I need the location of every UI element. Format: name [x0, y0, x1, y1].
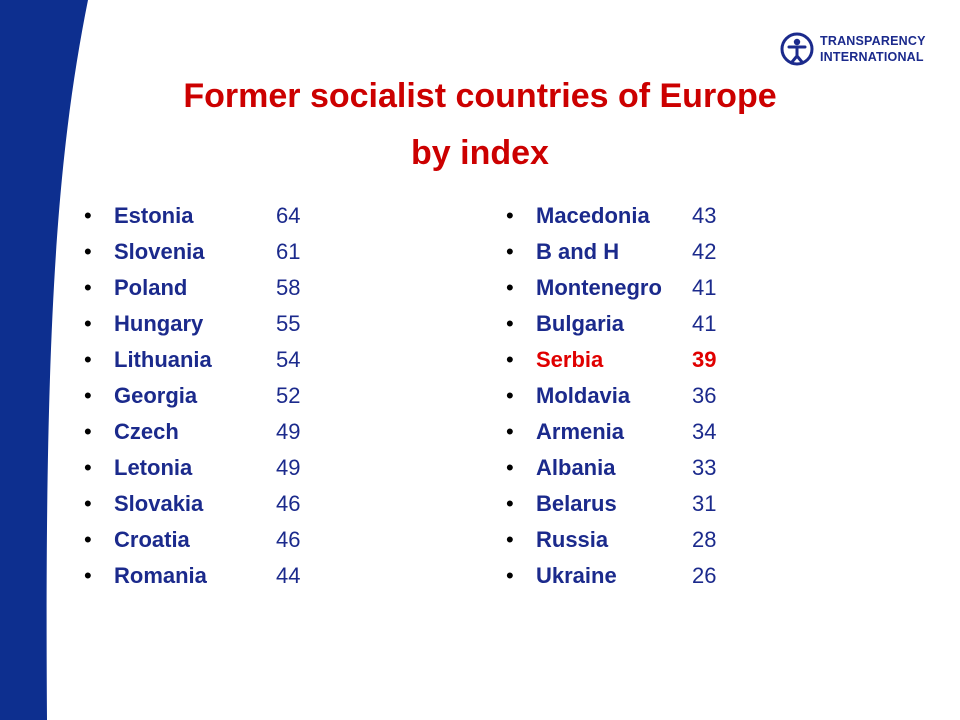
bullet: • [506, 527, 514, 552]
country-name: Moldavia [536, 383, 631, 408]
page-title: Former socialist countries of Europe by … [95, 68, 865, 182]
country-name: Estonia [114, 203, 194, 228]
bullet: • [506, 419, 514, 444]
bullet: • [84, 563, 92, 588]
bullet: • [84, 419, 92, 444]
bullet: • [84, 491, 92, 516]
country-name: Czech [114, 419, 179, 444]
index-score: 39 [692, 347, 717, 372]
country-name: Russia [536, 527, 609, 552]
bullet: • [84, 527, 92, 552]
bullet: • [506, 239, 514, 264]
index-score: 49 [276, 455, 301, 480]
index-score: 46 [276, 491, 301, 516]
bullet: • [84, 455, 92, 480]
title-line-2: by index [411, 134, 549, 172]
logo-line-1: TRANSPARENCY [820, 34, 926, 48]
country-name: Belarus [536, 491, 617, 516]
bullet: • [506, 383, 514, 408]
country-name: Macedonia [536, 203, 650, 228]
bullet: • [506, 347, 514, 372]
transparency-international-logo: TRANSPARENCY INTERNATIONAL [780, 30, 945, 70]
bullet: • [506, 203, 514, 228]
index-score: 36 [692, 383, 717, 408]
index-score: 64 [276, 203, 301, 228]
index-score: 26 [692, 563, 717, 588]
index-score: 55 [276, 311, 301, 336]
country-name: Bulgaria [536, 311, 625, 336]
country-name: Albania [536, 455, 616, 480]
country-name: Serbia [536, 347, 604, 372]
index-score: 31 [692, 491, 717, 516]
bullet: • [84, 347, 92, 372]
index-score: 46 [276, 527, 301, 552]
title-line-1: Former socialist countries of Europe [183, 77, 777, 115]
index-score: 49 [276, 419, 301, 444]
bullet: • [84, 239, 92, 264]
country-name: Letonia [114, 455, 193, 480]
country-name: B and H [536, 239, 620, 264]
index-score: 41 [692, 311, 717, 336]
index-score: 33 [692, 455, 717, 480]
left-blue-band [0, 0, 88, 720]
bullet: • [84, 311, 92, 336]
country-name: Slovakia [114, 491, 204, 516]
country-name: Ukraine [536, 563, 617, 588]
country-name: Armenia [536, 419, 625, 444]
transparency-international-logo-icon [780, 32, 814, 66]
country-name: Hungary [114, 311, 204, 336]
country-name: Slovenia [114, 239, 205, 264]
index-score: 54 [276, 347, 301, 372]
index-score: 52 [276, 383, 301, 408]
index-score: 42 [692, 239, 717, 264]
index-score: 58 [276, 275, 301, 300]
logo-line-2: INTERNATIONAL [820, 50, 924, 64]
country-name: Poland [114, 275, 188, 300]
bullet: • [506, 563, 514, 588]
index-score: 61 [276, 239, 301, 264]
bullet: • [506, 311, 514, 336]
country-name: Lithuania [114, 347, 212, 372]
country-name: Romania [114, 563, 207, 588]
bullet: • [84, 383, 92, 408]
country-name: Croatia [114, 527, 190, 552]
bullet: • [506, 275, 514, 300]
index-score: 41 [692, 275, 717, 300]
index-score: 28 [692, 527, 717, 552]
bullet: • [506, 491, 514, 516]
logo-wordmark: TRANSPARENCY INTERNATIONAL [820, 33, 926, 65]
index-score: 44 [276, 563, 301, 588]
index-score: 43 [692, 203, 717, 228]
country-name: Montenegro [536, 275, 662, 300]
index-score: 34 [692, 419, 717, 444]
bullet: • [84, 203, 92, 228]
bullet: • [84, 275, 92, 300]
bullet: • [506, 455, 514, 480]
country-name: Georgia [114, 383, 198, 408]
